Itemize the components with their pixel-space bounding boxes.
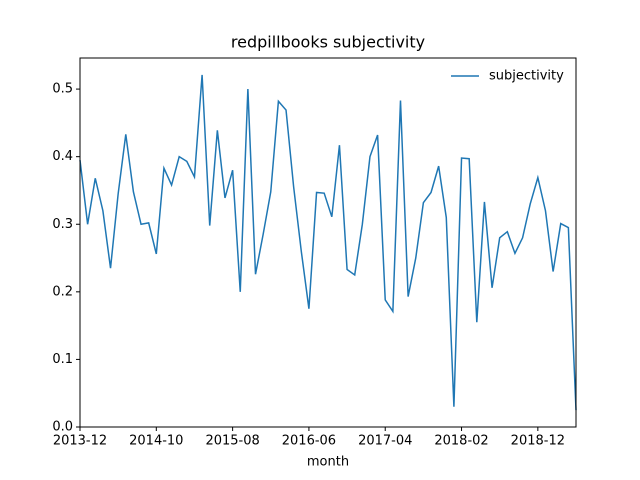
- y-tick-label: 0.5: [52, 82, 73, 97]
- chart-title: redpillbooks subjectivity: [231, 33, 425, 52]
- x-tick-label: 2018-12: [511, 434, 565, 449]
- x-tick-label: 2015-08: [205, 434, 259, 449]
- legend-label: subjectivity: [489, 69, 564, 84]
- x-tick-label: 2016-06: [282, 434, 336, 449]
- y-tick-label: 0.4: [52, 149, 73, 164]
- x-tick-label: 2018-02: [434, 434, 488, 449]
- x-tick-label: 2014-10: [129, 434, 183, 449]
- y-tick-label: 0.0: [52, 420, 73, 435]
- plot-frame: [79, 57, 577, 428]
- x-tick-label: 2017-04: [358, 434, 412, 449]
- x-tick-label: 2013-12: [53, 434, 107, 449]
- series-line: [79, 74, 577, 411]
- y-tick-label: 0.1: [52, 352, 73, 367]
- x-axis-label: month: [307, 455, 349, 470]
- y-tick-label: 0.3: [52, 217, 73, 232]
- y-tick-label: 0.2: [52, 284, 73, 299]
